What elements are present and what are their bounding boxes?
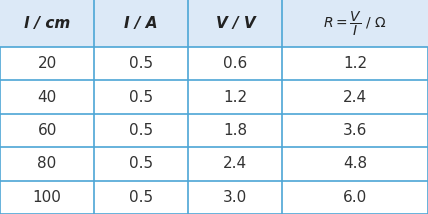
Text: 0.5: 0.5: [129, 156, 153, 171]
Text: 1.2: 1.2: [223, 90, 247, 105]
Bar: [0, 0, 428, 47]
Text: 20: 20: [38, 56, 56, 71]
Text: 0.5: 0.5: [129, 190, 153, 205]
Text: 0.6: 0.6: [223, 56, 247, 71]
Text: 3.0: 3.0: [223, 190, 247, 205]
Text: 6.0: 6.0: [343, 190, 367, 205]
Text: V / V: V / V: [216, 16, 255, 31]
Text: 100: 100: [33, 190, 62, 205]
Text: 0.5: 0.5: [129, 90, 153, 105]
Text: 2.4: 2.4: [223, 156, 247, 171]
Text: I / A: I / A: [125, 16, 158, 31]
Text: 60: 60: [37, 123, 57, 138]
Text: 4.8: 4.8: [343, 156, 367, 171]
Text: 2.4: 2.4: [343, 90, 367, 105]
Text: $R = \dfrac{V}{I}\ /\ \Omega$: $R = \dfrac{V}{I}\ /\ \Omega$: [324, 9, 387, 38]
Text: 0.5: 0.5: [129, 56, 153, 71]
Text: l / cm: l / cm: [24, 16, 70, 31]
Text: 0.5: 0.5: [129, 123, 153, 138]
Text: 1.8: 1.8: [223, 123, 247, 138]
Text: 80: 80: [38, 156, 56, 171]
Text: 40: 40: [38, 90, 56, 105]
Text: 3.6: 3.6: [343, 123, 367, 138]
Text: 1.2: 1.2: [343, 56, 367, 71]
